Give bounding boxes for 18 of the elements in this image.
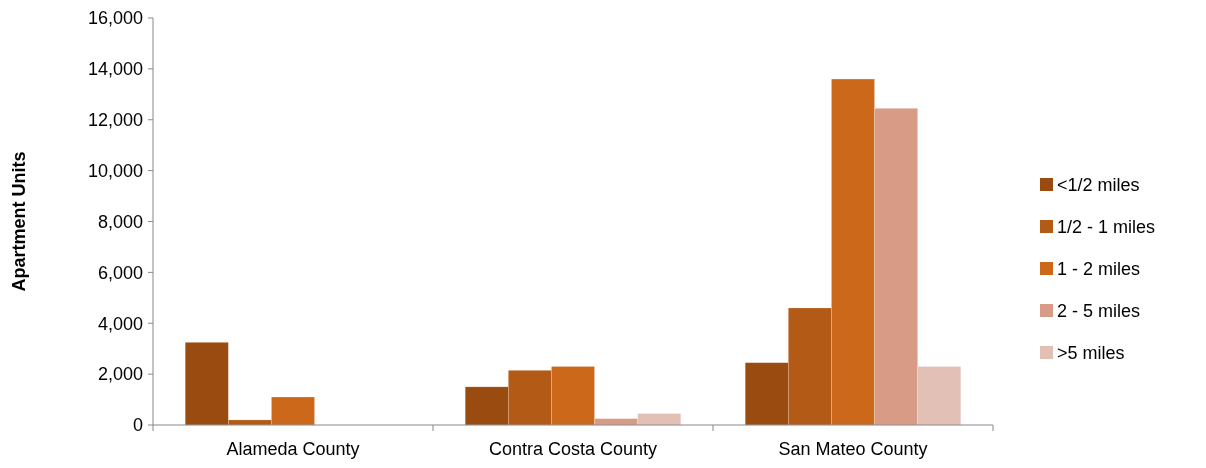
legend-label: <1/2 miles xyxy=(1057,175,1140,196)
y-tick-label: 12,000 xyxy=(87,110,143,131)
y-tick-label: 4,000 xyxy=(97,313,143,334)
y-tick-label: 0 xyxy=(132,415,143,436)
y-tick-label: 2,000 xyxy=(97,364,143,385)
y-tick-label: 8,000 xyxy=(97,211,143,232)
x-tick-label: Alameda County xyxy=(226,439,360,459)
legend-label: >5 miles xyxy=(1057,343,1125,364)
y-tick-label: 14,000 xyxy=(87,59,143,80)
y-tick-label: 10,000 xyxy=(87,160,143,181)
y-axis-title: Apartment Units xyxy=(9,151,29,292)
x-tick-label: Contra Costa County xyxy=(488,439,658,459)
x-tick-label: San Mateo County xyxy=(778,439,928,459)
legend-label: 1 - 2 miles xyxy=(1057,259,1141,280)
legend-label: 2 - 5 miles xyxy=(1057,301,1141,322)
y-tick-label: 16,000 xyxy=(87,8,143,29)
y-tick-label: 6,000 xyxy=(97,262,143,283)
legend-label: 1/2 - 1 miles xyxy=(1057,217,1156,238)
